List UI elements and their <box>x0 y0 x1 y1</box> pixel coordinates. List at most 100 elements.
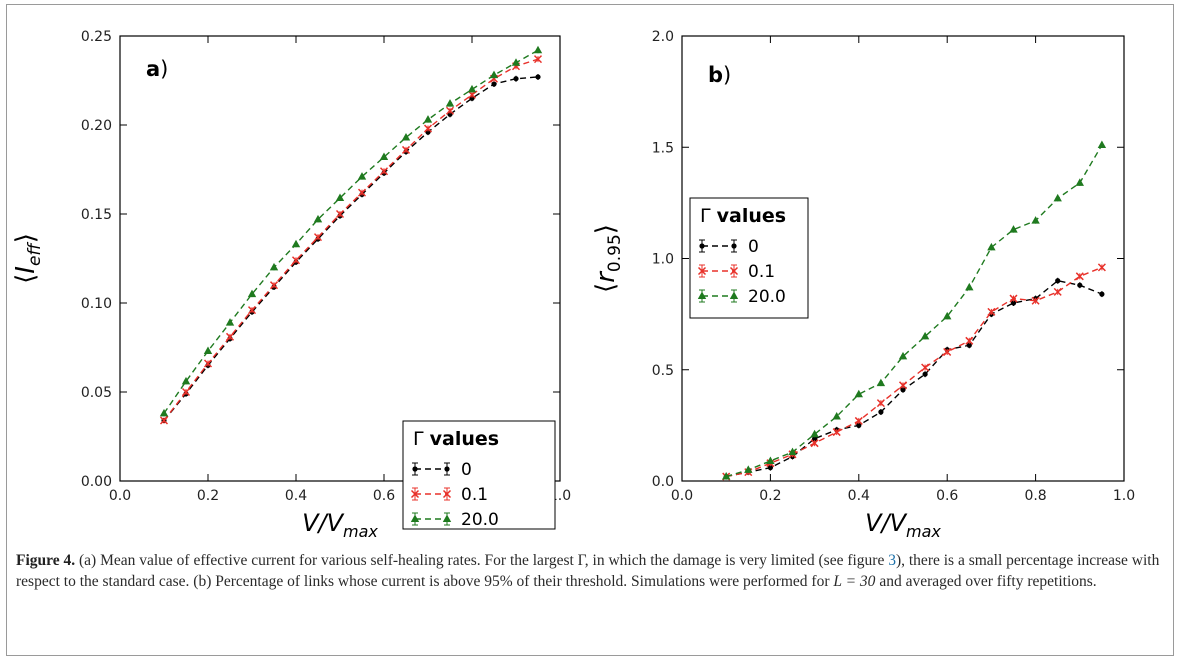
axes-frame <box>119 35 561 482</box>
y-tick-label: 0.5 <box>652 363 674 379</box>
data-point <box>921 363 930 372</box>
data-point <box>159 416 169 425</box>
legend-entry-label: 0.1 <box>461 485 488 505</box>
y-tick-label: 0.20 <box>81 118 112 134</box>
data-point <box>876 378 886 387</box>
data-point <box>513 76 519 82</box>
data-point <box>313 233 323 242</box>
data-point <box>1075 272 1084 281</box>
panel-b: 0.0 0.2 0.4 0.6 0.8 1.0 0.0 0.5 1.0 1.5 2.0 V/Vmax ⟨… <box>591 29 1135 540</box>
figure-caption: Figure 4. (a) Mean value of effective cu… <box>16 550 1161 592</box>
data-point <box>269 281 279 290</box>
data-point <box>489 70 499 79</box>
data-point <box>810 429 819 438</box>
y-tick-label: 2.0 <box>652 29 674 45</box>
data-point <box>313 214 323 223</box>
legend: Γ values 0 0.1 20.0 <box>402 420 556 530</box>
x-tick-label: 0.4 <box>285 488 307 504</box>
panel-label: b) <box>708 63 731 87</box>
caption-label: Figure 4. <box>16 552 76 569</box>
data-point <box>181 387 191 397</box>
data-point <box>766 456 775 464</box>
data-point <box>269 262 279 271</box>
x-axis-label: V/Vmax <box>302 509 378 540</box>
y-tick-label: 1.0 <box>652 252 674 268</box>
data-point <box>291 239 301 248</box>
caption-math: L = 30 <box>833 573 876 590</box>
x-tick-label: 0.2 <box>759 488 781 504</box>
data-point <box>1077 282 1083 288</box>
data-point <box>965 282 974 291</box>
series-line-0.1 <box>163 58 539 421</box>
data-point <box>335 209 345 219</box>
y-tick-label: 0.05 <box>81 385 112 401</box>
caption-text-2: ), there is a small percentage increase … <box>16 552 1160 590</box>
y-tick-label: 0.10 <box>81 296 112 312</box>
data-point <box>467 84 477 93</box>
data-point <box>965 336 974 345</box>
y-axis-label: ⟨r0.95⟩ <box>591 224 625 293</box>
legend-marker <box>697 291 707 299</box>
legend-entry-label: 20.0 <box>748 287 786 307</box>
legend: Γ values 0 0.1 20.0 <box>689 197 809 319</box>
data-point <box>854 416 863 425</box>
data-point <box>744 465 753 473</box>
series-line-0.1 <box>726 266 1103 478</box>
data-point <box>535 74 541 80</box>
data-point <box>854 389 863 398</box>
data-point <box>379 167 389 176</box>
legend-marker <box>729 266 739 276</box>
data-point <box>832 428 841 437</box>
x-axis-label: V/Vmax <box>865 509 941 540</box>
caption-figure-ref[interactable]: 3 <box>888 552 896 569</box>
data-point <box>247 289 257 298</box>
data-point <box>401 132 411 141</box>
x-tick-label: 0.0 <box>109 488 131 504</box>
data-point <box>1097 140 1107 149</box>
data-point <box>966 342 972 348</box>
data-point <box>1031 216 1040 224</box>
y-tick-label: 1.5 <box>652 140 674 156</box>
data-point <box>878 409 884 415</box>
y-tick-label: 0.0 <box>652 474 674 490</box>
data-point <box>1009 294 1018 303</box>
x-tick-label: 0.8 <box>1024 488 1046 504</box>
data-point <box>1009 225 1018 233</box>
data-point <box>987 242 996 251</box>
data-point <box>335 193 345 201</box>
series-line-0 <box>726 279 1103 478</box>
data-point <box>856 422 862 428</box>
legend-entry-label: 0 <box>461 460 472 480</box>
data-point <box>401 145 411 154</box>
x-tick-label: 0.2 <box>197 488 219 504</box>
legend-marker <box>697 266 707 276</box>
data-point <box>1010 300 1017 306</box>
data-point <box>920 331 930 340</box>
data-point <box>898 351 908 360</box>
panel-label: a) <box>146 57 168 81</box>
legend-entry-label: 20.0 <box>461 510 499 530</box>
data-point <box>1055 278 1061 284</box>
x-tick-label: 0.0 <box>671 488 693 504</box>
series-line-0 <box>163 76 539 421</box>
legend-marker <box>699 243 705 249</box>
x-tick-label: 0.6 <box>373 488 395 504</box>
data-point <box>767 465 774 471</box>
legend-entry-label: 0.1 <box>748 262 775 282</box>
y-axis-label: ⟨Ieff⟩ <box>11 233 45 284</box>
data-point <box>445 99 455 107</box>
data-point <box>291 256 301 265</box>
data-point <box>722 472 731 480</box>
data-point <box>812 436 818 442</box>
caption-text-1: (a) Mean value of effective current for … <box>75 552 889 569</box>
data-point <box>987 307 996 316</box>
y-tick-label: 0.00 <box>81 474 112 490</box>
data-point <box>467 90 477 99</box>
data-point <box>203 346 213 355</box>
data-point <box>1097 263 1106 272</box>
x-tick-label: 1.0 <box>1113 488 1135 504</box>
x-tick-label: 0.4 <box>848 488 870 504</box>
data-point <box>876 399 885 408</box>
data-point <box>203 359 213 368</box>
series-line-20.0 <box>163 49 539 414</box>
